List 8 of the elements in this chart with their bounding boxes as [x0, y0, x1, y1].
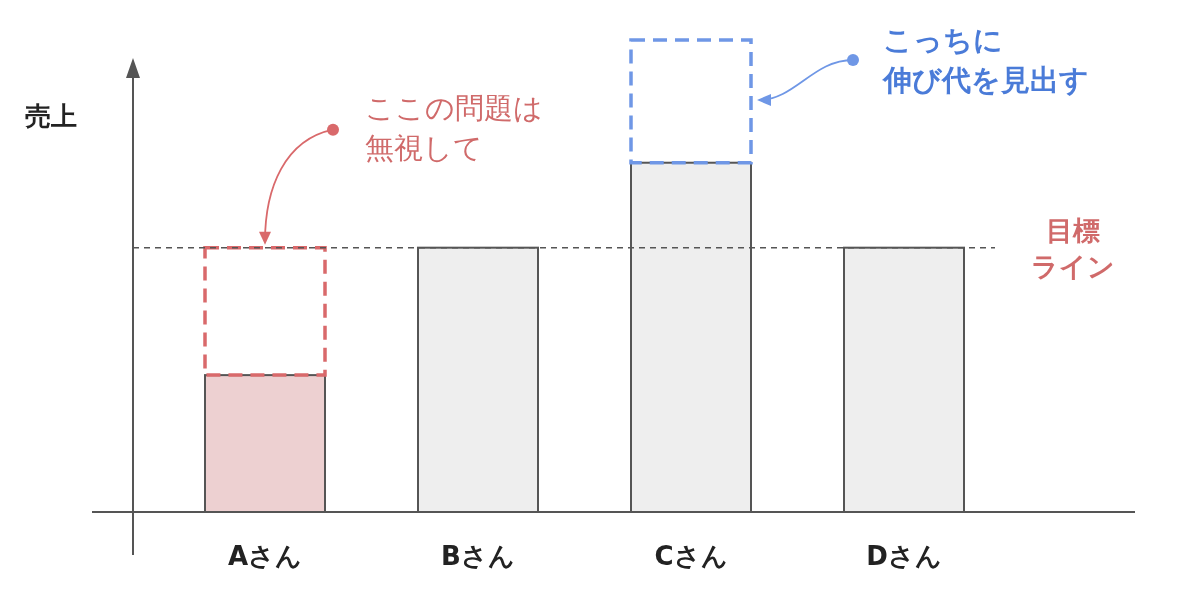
y-axis-title: 売上	[25, 101, 77, 131]
ref-line-label: 目標ライン	[1031, 214, 1115, 282]
annotation: ここの問題は無視して	[365, 90, 543, 165]
x-tick-label: Bさん	[441, 541, 515, 571]
x-tick-label: Aさん	[227, 541, 303, 571]
x-tick-label: Cさん	[654, 541, 728, 571]
annotation: こっちに伸び代を見出す	[881, 23, 1089, 97]
x-tick-label: Dさん	[866, 541, 942, 571]
